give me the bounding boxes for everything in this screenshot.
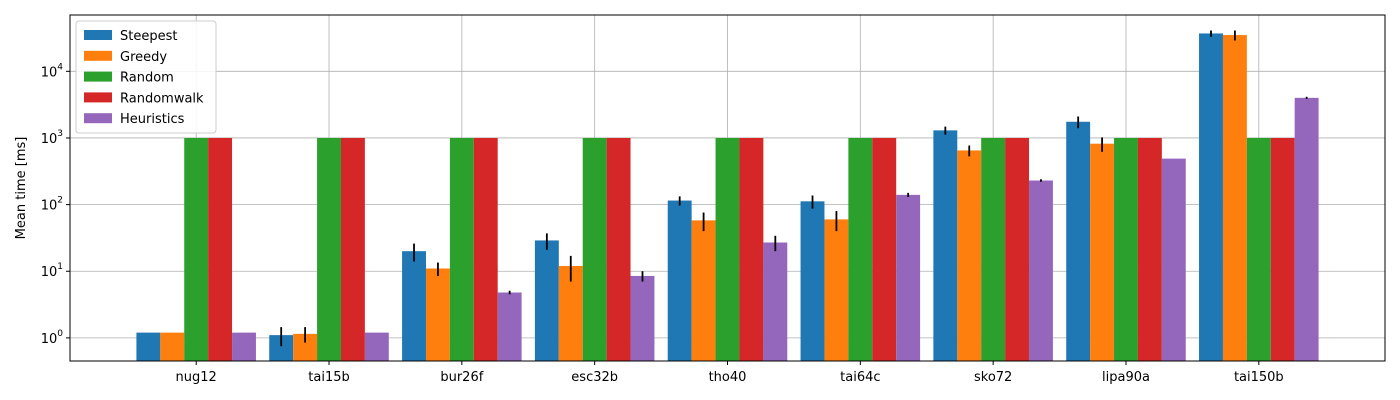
legend-swatch xyxy=(84,30,112,40)
bar xyxy=(981,137,1006,361)
y-tick-label: 102 xyxy=(41,196,63,214)
legend-swatch xyxy=(84,113,112,124)
bar xyxy=(1114,137,1138,361)
bar xyxy=(497,292,522,361)
bar xyxy=(957,150,982,361)
x-tick-label: tai150b xyxy=(1234,370,1284,385)
x-tick-label: lipa90a xyxy=(1102,370,1150,385)
y-tick-label: 101 xyxy=(41,262,63,280)
bar xyxy=(160,332,185,361)
legend-swatch xyxy=(84,92,112,103)
bar xyxy=(184,137,209,361)
legend-label: Randomwalk xyxy=(120,91,204,106)
bar xyxy=(473,137,498,361)
x-tick-label: esc32b xyxy=(571,370,618,385)
x-tick-label: sko72 xyxy=(974,370,1012,385)
bar xyxy=(1222,35,1247,362)
bar xyxy=(715,137,740,361)
legend-swatch xyxy=(84,50,112,61)
bar xyxy=(402,251,426,361)
bar xyxy=(340,137,365,361)
legend-box xyxy=(75,20,217,134)
x-tick-label: tho40 xyxy=(709,370,747,385)
bar xyxy=(606,137,631,361)
bar xyxy=(763,242,788,361)
bar xyxy=(824,219,849,361)
bar xyxy=(933,130,958,361)
bar xyxy=(1199,33,1223,361)
bar xyxy=(364,332,389,361)
y-tick-label: 104 xyxy=(41,62,64,80)
bar xyxy=(1246,137,1271,361)
legend-label: Heuristics xyxy=(120,112,185,127)
bar xyxy=(739,137,764,361)
bar xyxy=(1137,137,1162,361)
x-tick-label: bur26f xyxy=(440,370,483,385)
bar xyxy=(449,137,474,361)
bar xyxy=(1029,180,1053,361)
x-tick-label: tai15b xyxy=(308,370,349,385)
bar xyxy=(848,137,873,361)
bar xyxy=(232,332,256,361)
bar xyxy=(1294,97,1319,361)
bar xyxy=(269,335,294,361)
legend-label: Random xyxy=(120,71,174,86)
x-tick-label: nug12 xyxy=(176,370,217,385)
legend-label: Steepest xyxy=(120,29,177,44)
bar xyxy=(667,200,692,361)
legend-swatch xyxy=(84,71,112,82)
x-tick-label: tai64c xyxy=(840,370,880,385)
bar xyxy=(425,268,450,361)
bar xyxy=(558,265,583,361)
axis-ticks: 100 101 102 103 104 nug12 tai15b bur26f esc32b th… xyxy=(41,62,1284,385)
legend-label: Greedy xyxy=(120,50,167,65)
bar xyxy=(896,194,921,361)
y-tick-label: 103 xyxy=(41,129,63,147)
bar xyxy=(872,137,897,361)
bar xyxy=(317,137,341,361)
bar xyxy=(1161,158,1186,361)
bar xyxy=(136,332,161,361)
y-tick-label: 100 xyxy=(41,329,64,347)
bar xyxy=(582,137,607,361)
bar xyxy=(1066,121,1091,361)
bar xyxy=(1005,137,1030,361)
bar xyxy=(534,240,559,361)
y-axis-label: Mean time [ms] xyxy=(14,137,29,240)
bar xyxy=(208,137,233,361)
bar xyxy=(630,275,655,361)
bar xyxy=(1270,137,1295,361)
error-bars xyxy=(280,30,1308,347)
bars xyxy=(136,33,1319,362)
bar xyxy=(800,201,825,361)
legend: Steepest Greedy Random Randomwalk Heuristics xyxy=(75,20,217,134)
bar xyxy=(691,220,716,361)
bar xyxy=(293,333,318,361)
bar xyxy=(1090,143,1115,361)
